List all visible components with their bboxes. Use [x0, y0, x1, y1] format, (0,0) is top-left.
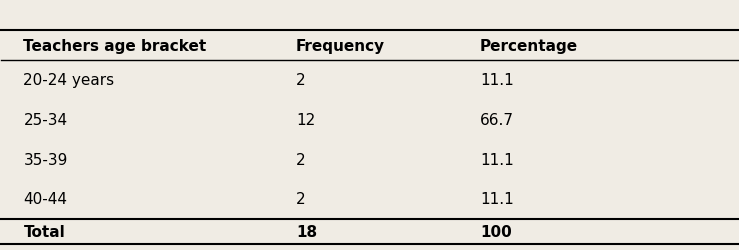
- Text: Total: Total: [24, 224, 65, 239]
- Text: 2: 2: [296, 152, 305, 167]
- Text: 12: 12: [296, 112, 315, 128]
- Text: 18: 18: [296, 224, 317, 239]
- Text: 40-44: 40-44: [24, 192, 67, 207]
- Text: 25-34: 25-34: [24, 112, 67, 128]
- Text: Percentage: Percentage: [480, 38, 578, 53]
- Text: 2: 2: [296, 73, 305, 88]
- Text: 35-39: 35-39: [24, 152, 68, 167]
- Text: 20-24 years: 20-24 years: [24, 73, 115, 88]
- Text: 11.1: 11.1: [480, 73, 514, 88]
- Text: Frequency: Frequency: [296, 38, 385, 53]
- Text: Teachers age bracket: Teachers age bracket: [24, 38, 207, 53]
- Text: 100: 100: [480, 224, 511, 239]
- Text: 66.7: 66.7: [480, 112, 514, 128]
- Text: 2: 2: [296, 192, 305, 207]
- Text: 11.1: 11.1: [480, 192, 514, 207]
- Text: 11.1: 11.1: [480, 152, 514, 167]
